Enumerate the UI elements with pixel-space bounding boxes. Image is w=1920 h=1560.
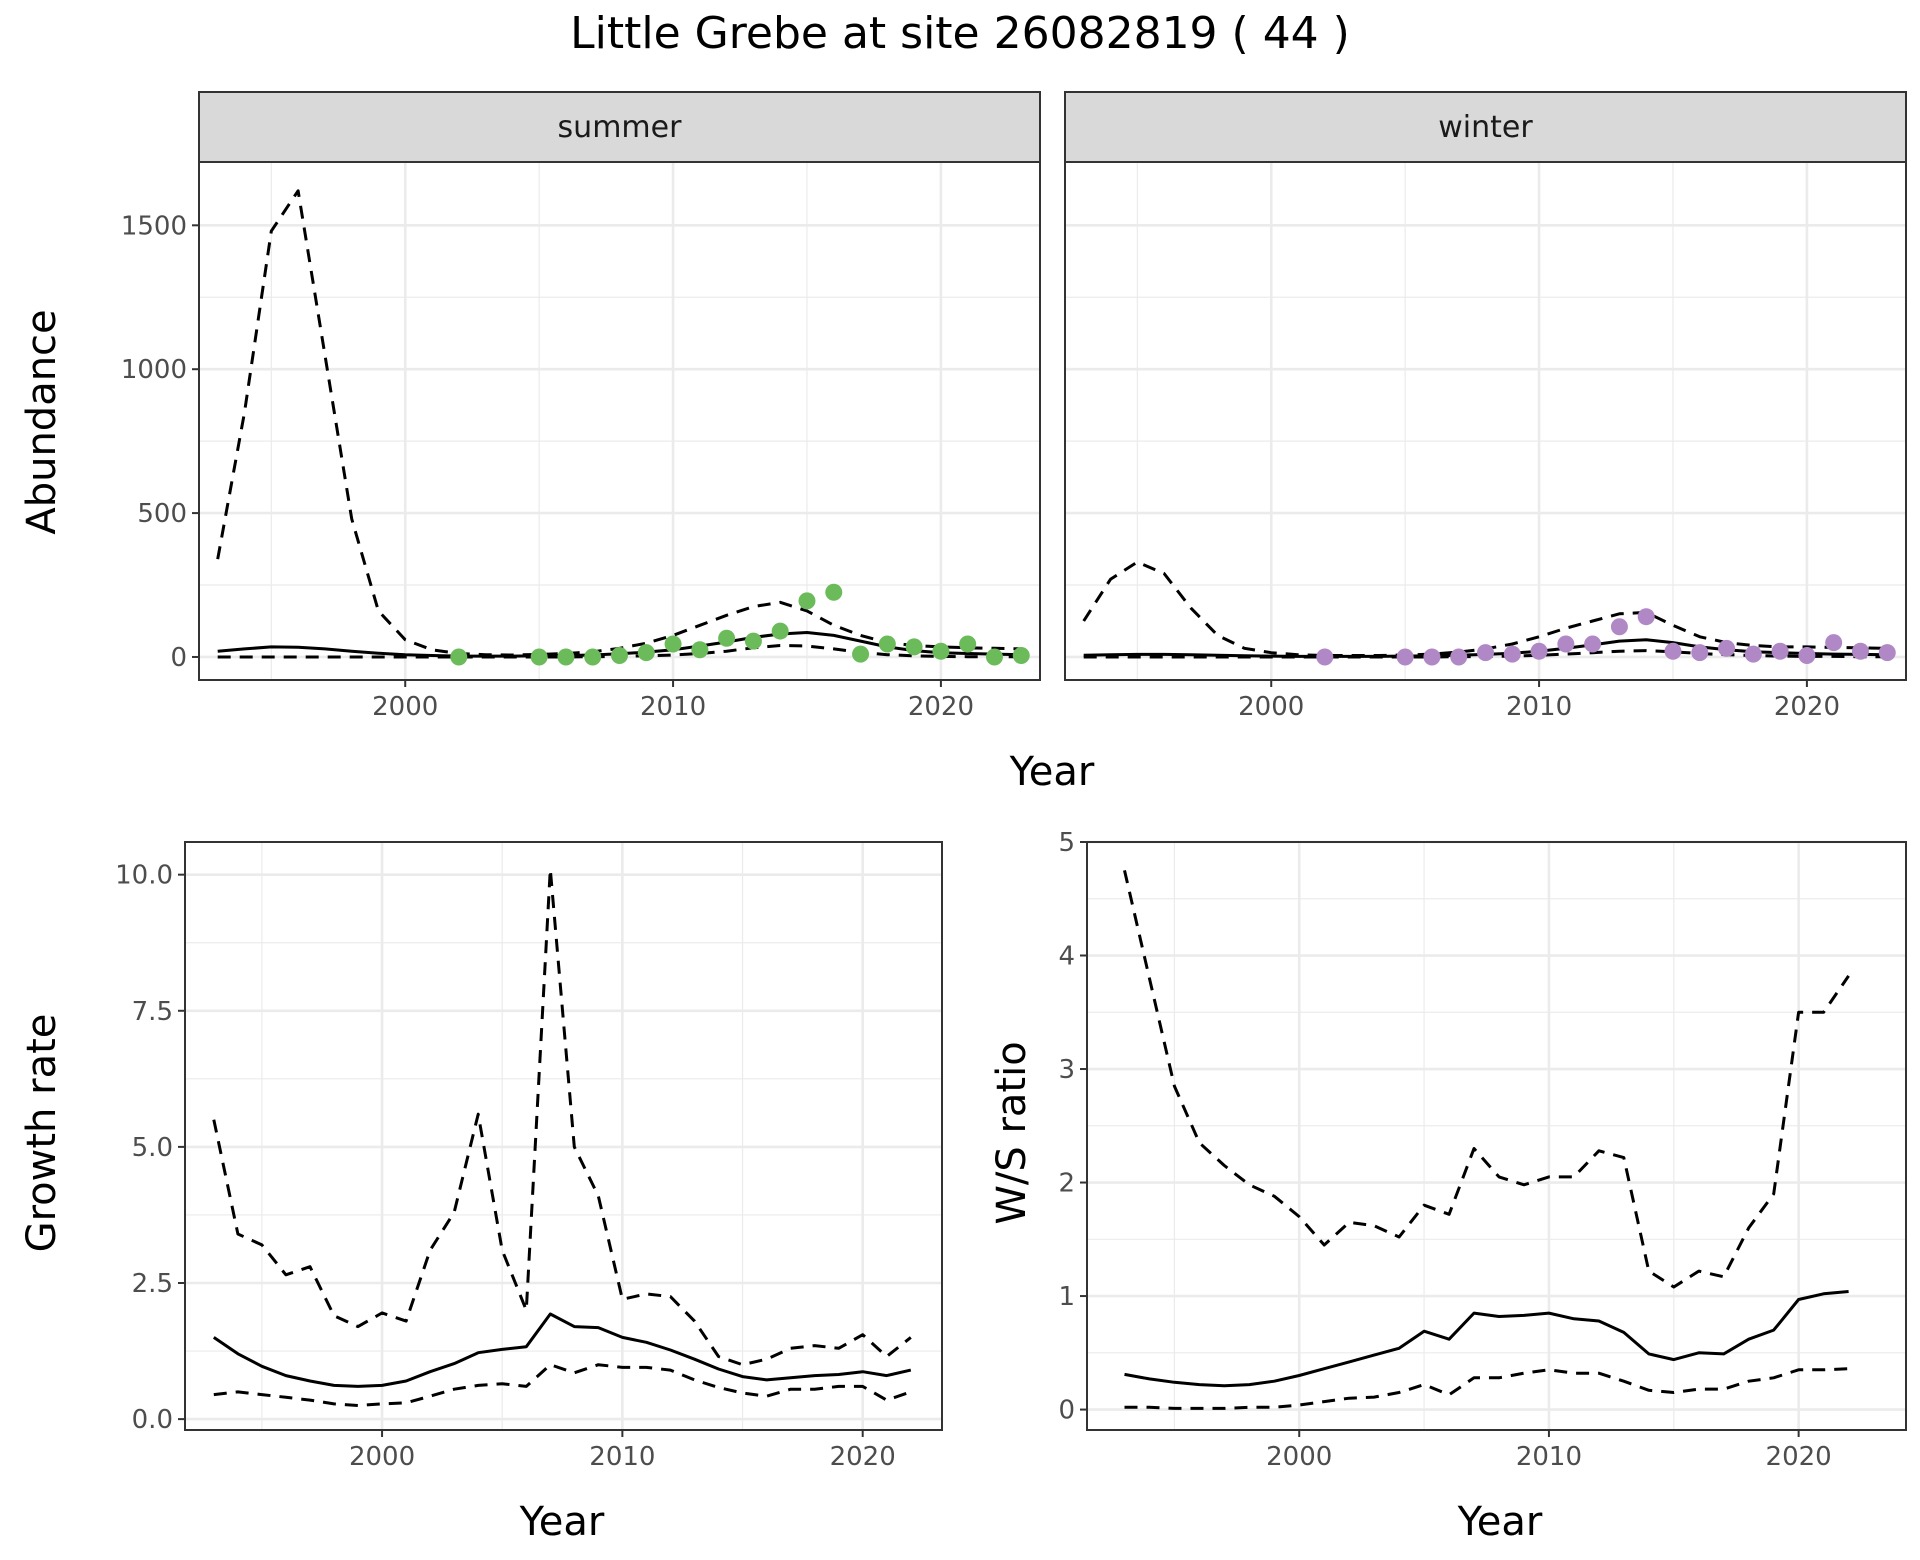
data-point (932, 642, 950, 660)
data-point (450, 648, 468, 666)
data-point (1744, 645, 1762, 663)
data-point (959, 635, 977, 653)
panel-border (1086, 841, 1907, 1431)
data-point (1012, 647, 1030, 665)
interval-line (213, 1363, 912, 1407)
data-point (852, 645, 870, 663)
data-point (1423, 648, 1441, 666)
data-point (637, 644, 655, 662)
data-point (1664, 642, 1682, 660)
data-point (1503, 645, 1521, 663)
data-point (1637, 608, 1655, 626)
data-point (1477, 644, 1494, 662)
x-tick-label: 2000 (372, 692, 438, 722)
top-x-axis-title: Year (1009, 749, 1095, 795)
growth-y-axis-title: Growth rate (19, 1014, 65, 1253)
data-point (798, 592, 816, 610)
data-point (1610, 618, 1628, 636)
data-point (905, 638, 923, 656)
y-tick-label: 10.0 (115, 861, 173, 891)
y-tick-label: 3 (1058, 1055, 1075, 1085)
panel-growth-rate: 2000 2010 2020 0.0 2.5 5.0 7.5 10.0 (115, 841, 943, 1472)
data-point (1798, 647, 1816, 665)
growth-x-axis-title: Year (519, 1499, 605, 1545)
x-tick-label: 2020 (830, 1442, 896, 1472)
panel-summer: summer 2000 2010 2020 0 500 1000 1500 (121, 91, 1041, 722)
x-tick-label: 2010 (640, 692, 706, 722)
data-point (825, 583, 843, 601)
facet-strip-label: summer (558, 110, 683, 145)
facet-strip (198, 91, 1041, 163)
panel-ws-ratio: 2000 2010 2020 0 1 2 3 4 5 (1058, 828, 1907, 1472)
facet-strip (1064, 91, 1907, 163)
interval-line (1123, 870, 1850, 1289)
data-point (1584, 635, 1602, 653)
data-point (1771, 642, 1789, 660)
mean-line (1124, 1290, 1849, 1388)
data-point (1396, 648, 1414, 666)
data-point (1851, 642, 1869, 660)
data-point (611, 647, 628, 665)
x-tick-label: 2000 (1238, 692, 1304, 722)
data-point (1450, 648, 1468, 666)
y-tick-label: 0.0 (132, 1405, 173, 1435)
x-tick-label: 2020 (1766, 1442, 1832, 1472)
x-tick-label: 2020 (1774, 692, 1840, 722)
mean-line (212, 1312, 912, 1388)
data-point (771, 622, 789, 640)
data-point (985, 648, 1003, 666)
x-tick-label: 2010 (1516, 1442, 1582, 1472)
x-tick-label: 2000 (1266, 1442, 1332, 1472)
y-tick-label: 4 (1058, 942, 1075, 972)
data-point (1878, 644, 1896, 662)
data-point (1530, 642, 1548, 660)
y-tick-label: 1500 (121, 211, 187, 241)
ratio-x-axis-title: Year (1457, 1499, 1543, 1545)
y-tick-label: 1000 (121, 355, 187, 385)
facet-strip-label: winter (1438, 110, 1533, 145)
y-tick-label: 5.0 (132, 1133, 173, 1163)
y-tick-label: 5 (1058, 828, 1075, 858)
data-point (1718, 639, 1736, 657)
data-point (878, 635, 896, 653)
data-point (718, 629, 736, 647)
data-point (1316, 648, 1334, 666)
data-point (584, 648, 602, 666)
y-tick-label: 7.5 (132, 997, 173, 1027)
panel-winter: winter 2000 2010 2020 (1064, 91, 1907, 722)
panel-border (198, 161, 1041, 681)
x-tick-label: 2010 (1506, 692, 1572, 722)
panel-border (184, 841, 943, 1431)
data-point (691, 641, 709, 659)
data-point (744, 632, 762, 650)
y-tick-label: 0 (170, 643, 187, 673)
y-tick-label: 1 (1058, 1282, 1075, 1312)
data-point (530, 648, 548, 666)
panel-border (1064, 161, 1907, 681)
ratio-y-axis-title: W/S ratio (989, 1041, 1035, 1224)
chart-title: Little Grebe at site 26082819 ( 44 ) (570, 8, 1350, 59)
y-tick-label: 500 (137, 499, 187, 529)
x-tick-label: 2010 (589, 1442, 655, 1472)
y-tick-label: 2 (1058, 1169, 1075, 1199)
y-tick-label: 0 (1058, 1396, 1075, 1426)
data-point (557, 648, 575, 666)
top-y-axis-title: Abundance (19, 309, 65, 534)
x-tick-label: 2020 (908, 692, 974, 722)
data-point (664, 635, 682, 653)
y-tick-label: 2.5 (132, 1269, 173, 1299)
data-point (1825, 634, 1843, 652)
interval-line (212, 867, 912, 1367)
interval-line (1124, 1367, 1849, 1410)
x-tick-label: 2000 (349, 1442, 415, 1472)
data-point (1557, 635, 1575, 653)
data-point (1691, 644, 1709, 662)
